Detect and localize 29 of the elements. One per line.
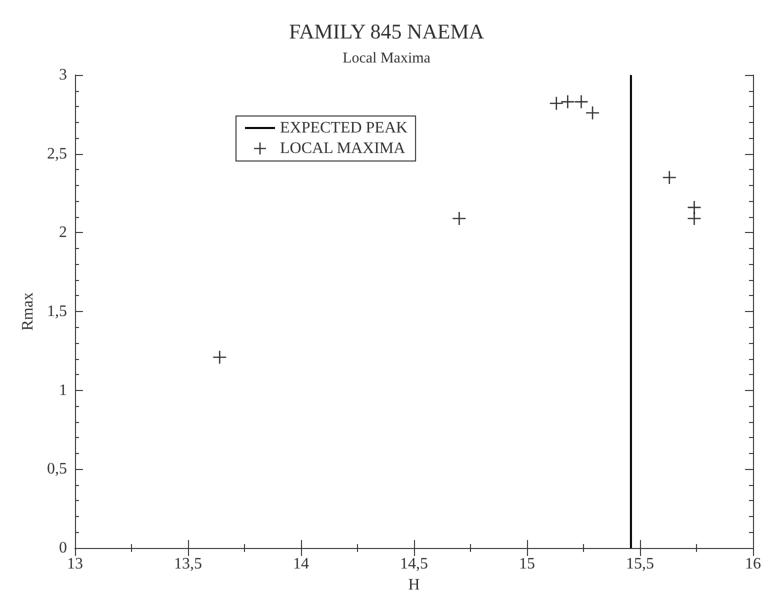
x-tick-label: 13,5	[174, 556, 202, 572]
x-tick-label: 15,5	[626, 556, 654, 572]
y-tick-label: 0,5	[47, 460, 67, 478]
y-tick-label: 1,5	[47, 303, 67, 320]
y-tick-label: 0	[59, 540, 67, 556]
point	[585, 106, 600, 120]
chart-subtitle: Local Maxima	[342, 50, 431, 66]
point	[549, 96, 564, 111]
point	[452, 211, 466, 226]
y-axis-title: Rmax	[20, 292, 37, 331]
point	[574, 94, 588, 109]
legend-label: EXPECTED PEAK	[280, 120, 408, 136]
legend-label: LOCAL MAXIMA	[280, 140, 406, 157]
x-axis-title: H	[408, 576, 420, 594]
y-tick-label: 2,5	[47, 145, 67, 162]
x-tick-label: 15	[519, 556, 535, 572]
point	[687, 200, 702, 215]
x-tick-label: 13	[67, 556, 83, 572]
point	[560, 94, 575, 109]
point	[212, 350, 227, 364]
x-tick-label: 16	[745, 556, 761, 572]
y-tick-label: 2	[59, 224, 67, 242]
x-tick-label: 14	[293, 556, 309, 572]
chart-title: FAMILY 845 NAEMA	[288, 20, 485, 44]
y-tick-label: 1	[59, 382, 67, 399]
y-tick-label: 3	[59, 66, 67, 84]
x-tick-label: 14,5	[400, 556, 428, 572]
point	[687, 211, 702, 226]
point	[662, 170, 677, 185]
